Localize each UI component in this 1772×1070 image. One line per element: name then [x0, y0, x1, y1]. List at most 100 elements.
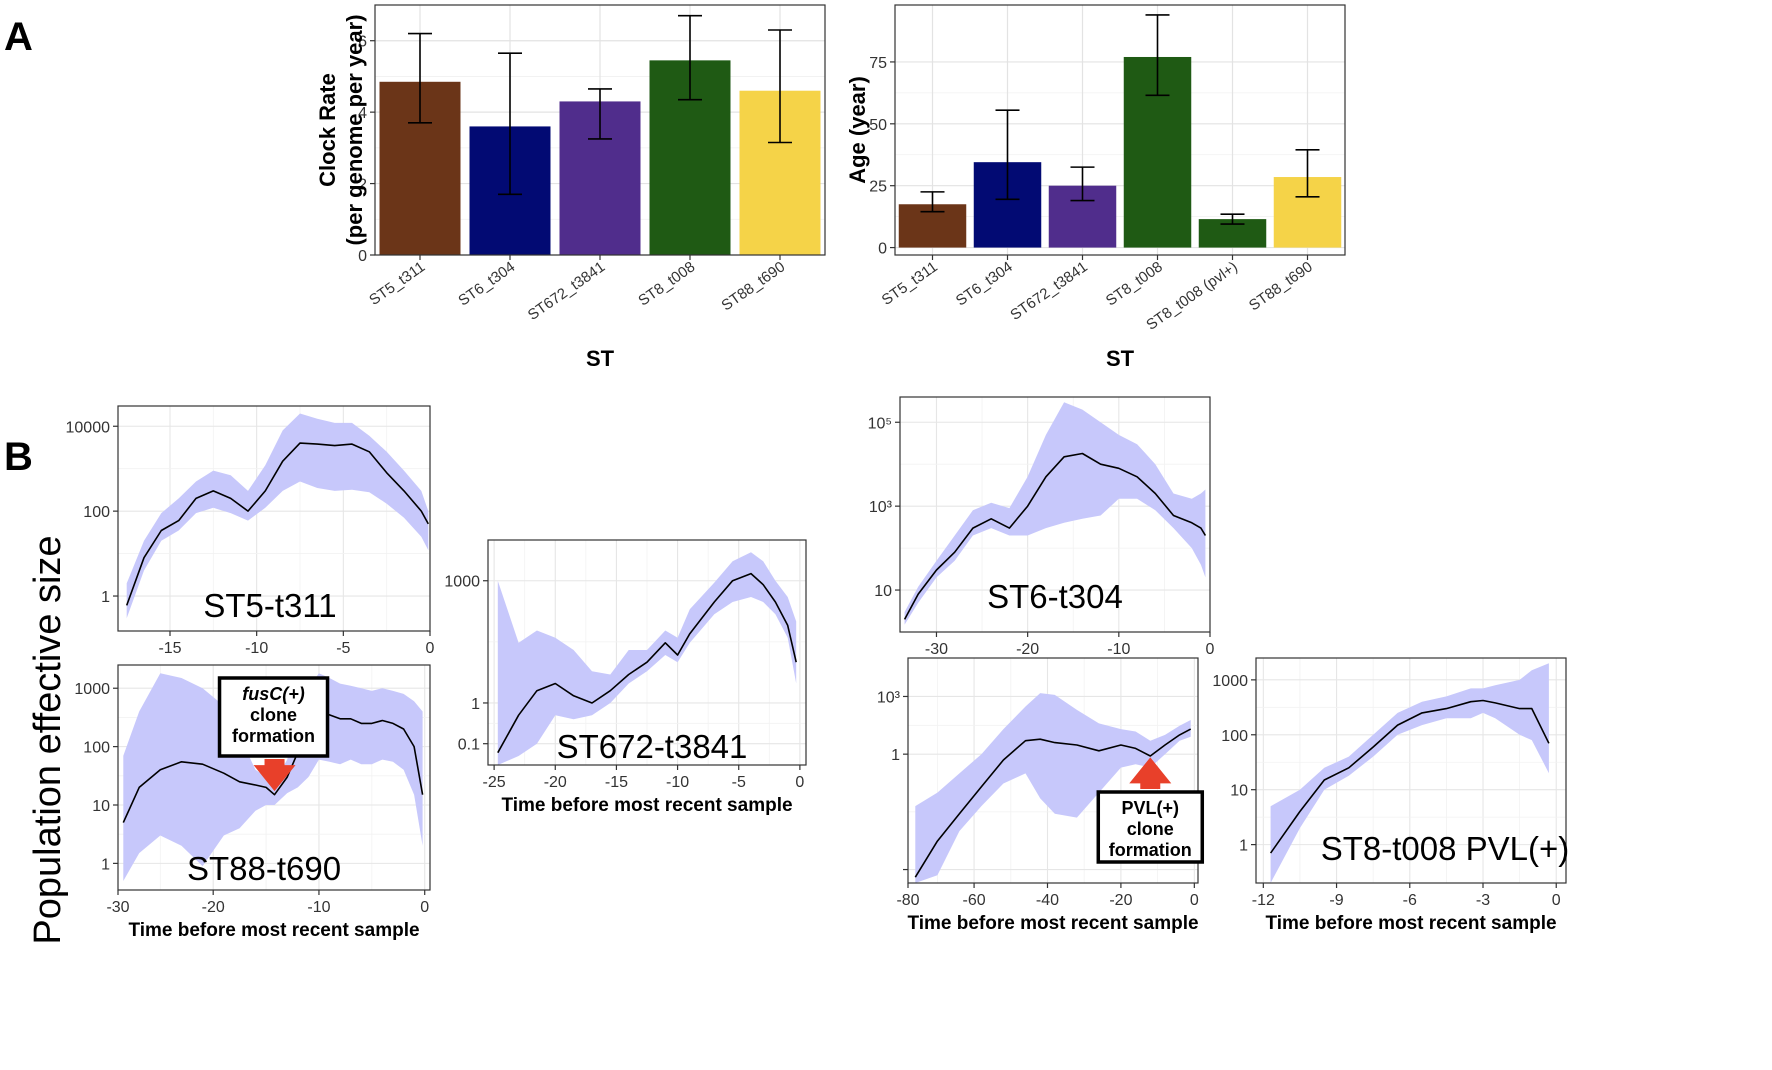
x-tick-label: 0	[420, 899, 429, 916]
x-axis-title: ST	[586, 346, 615, 371]
x-tick-label: ST88_t690	[718, 258, 788, 314]
plot-border	[487, 539, 807, 766]
y-tick-label: 1000	[444, 574, 480, 591]
median-line	[125, 442, 430, 606]
y-tick-label: 1	[471, 696, 480, 713]
chart-title: ST88-t690	[187, 850, 341, 887]
y-tick-label: 1000	[1212, 673, 1248, 690]
median-line	[1269, 699, 1550, 854]
y-tick-label: 0.1	[458, 737, 480, 754]
x-tick-label: -40	[1036, 892, 1059, 909]
x-tick-label: -12	[1252, 892, 1275, 909]
x-tick-label: -20	[1109, 892, 1132, 909]
median-line	[903, 452, 1207, 620]
x-tick-label: -10	[666, 774, 689, 791]
y-tick-label: 2	[358, 177, 367, 194]
y-axis-title: Clock Rate	[315, 73, 340, 187]
clock-rate-chart: 0 2 4 6 ST5_t311 ST6_t304 ST672_t3841 ST8_t008 S…	[315, 4, 826, 371]
annotation-line: clone	[1127, 819, 1174, 839]
x-tick-label: -5	[732, 774, 746, 791]
confidence-band	[904, 402, 1206, 625]
x-tick-label: -20	[544, 774, 567, 791]
x-tick-label: ST8_t008	[1103, 258, 1166, 309]
y-tick-label: 10	[1230, 783, 1248, 800]
y-tick-label: 100	[83, 740, 110, 757]
chart-title: ST672-t3841	[557, 728, 748, 765]
median-line	[497, 572, 797, 754]
y-tick-label: 75	[869, 55, 887, 72]
plot-border	[117, 664, 431, 891]
annotation-box	[1096, 790, 1205, 864]
confidence-band	[123, 673, 423, 881]
x-tick-label: -10	[1107, 641, 1130, 658]
y-tick-label: 6	[358, 34, 367, 51]
st8-skyline-chart: 1 10³ -80 -60 -40 -20 0 Time before most recent…	[877, 657, 1205, 934]
plot-background	[895, 5, 1345, 255]
y-tick-label: 4	[358, 105, 367, 122]
st5-skyline-chart: 1 100 10000 -15 -10 -5 0 ST5-t311	[66, 405, 435, 657]
annotation-line: PVL(+)	[1122, 798, 1180, 818]
x-tick-label: 0	[795, 774, 804, 791]
x-tick-label: -5	[336, 640, 350, 657]
confidence-band	[126, 413, 429, 619]
y-axis-title: (per genome per year)	[342, 14, 367, 245]
x-tick-label: -30	[106, 899, 129, 916]
x-tick-label: ST88_t690	[1246, 258, 1316, 314]
plot-border	[894, 4, 1346, 256]
x-axis-title: ST	[1106, 346, 1135, 371]
x-tick-label: ST5_t311	[366, 258, 428, 309]
x-axis-title: Time before most recent sample	[128, 920, 419, 941]
annotation-arrow	[253, 759, 296, 792]
x-tick-label: -15	[158, 640, 181, 657]
y-tick-label: 100	[83, 504, 110, 521]
x-tick-label: ST5_t311	[879, 258, 941, 309]
plot-border	[1255, 657, 1567, 884]
st6-skyline-chart: 10 10³ 10⁵ -30 -20 -10 0 ST6-t304	[868, 396, 1215, 658]
y-tick-label: 1	[891, 747, 900, 764]
x-axis-title: Time before most recent sample	[907, 913, 1198, 934]
annotation-box	[217, 676, 330, 758]
panel-label-b: B	[4, 435, 33, 479]
confidence-band	[497, 552, 797, 765]
x-tick-label: -20	[1016, 641, 1039, 658]
x-tick-label: -25	[483, 774, 506, 791]
y-tick-label: 50	[869, 117, 887, 134]
y-tick-label: 0	[358, 248, 367, 265]
y-tick-label: 10	[92, 798, 110, 815]
chart-title: ST8-t008 PVL(+)	[1321, 830, 1570, 867]
x-tick-label: -60	[963, 892, 986, 909]
annotation-line: formation	[232, 726, 315, 746]
x-axis-title: Time before most recent sample	[1265, 913, 1556, 934]
chart-title: ST5-t311	[203, 587, 336, 624]
annotation-line: formation	[1109, 840, 1192, 860]
y-tick-label: 25	[869, 179, 887, 196]
chart-title: ST6-t304	[987, 578, 1123, 615]
x-tick-label: 0	[426, 640, 435, 657]
x-tick-label: 0	[1190, 892, 1199, 909]
y-tick-label: 100	[1221, 728, 1248, 745]
y-tick-label: 10000	[66, 419, 111, 436]
x-tick-label: -15	[605, 774, 628, 791]
plot-border	[117, 405, 431, 632]
x-tick-label: ST672_t3841	[1007, 258, 1091, 324]
x-axis-title: Time before most recent sample	[501, 795, 792, 816]
annotation-line: fusC(+)	[242, 684, 305, 704]
y-tick-label: 10⁵	[868, 415, 892, 432]
confidence-band	[1270, 663, 1549, 883]
x-tick-label: -9	[1329, 892, 1343, 909]
y-tick-label: 1	[101, 589, 110, 606]
confidence-band	[915, 693, 1191, 883]
y-tick-label: 10	[874, 583, 892, 600]
plot-border	[907, 657, 1199, 884]
y-tick-label: 1	[101, 856, 110, 873]
annotation-line: clone	[250, 705, 297, 725]
annotation-arrow	[1129, 757, 1172, 789]
y-tick-label: 1000	[74, 681, 110, 698]
y-tick-label: 10³	[877, 689, 901, 706]
x-tick-label: -20	[202, 899, 225, 916]
x-tick-label: -10	[245, 640, 268, 657]
y-tick-label: 10³	[869, 499, 893, 516]
